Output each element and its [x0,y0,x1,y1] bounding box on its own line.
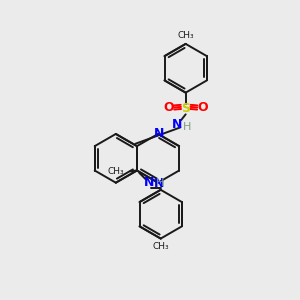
Text: O: O [197,101,208,114]
Text: CH₃: CH₃ [108,167,124,176]
Text: H: H [183,122,191,132]
Text: N: N [172,118,182,131]
Text: CH₃: CH₃ [152,242,169,251]
Text: N: N [154,177,164,190]
Text: H: H [156,178,164,188]
Text: N: N [144,176,154,190]
Text: CH₃: CH₃ [177,31,194,40]
Text: O: O [164,101,174,114]
Text: N: N [154,127,164,140]
Text: S: S [181,103,190,116]
